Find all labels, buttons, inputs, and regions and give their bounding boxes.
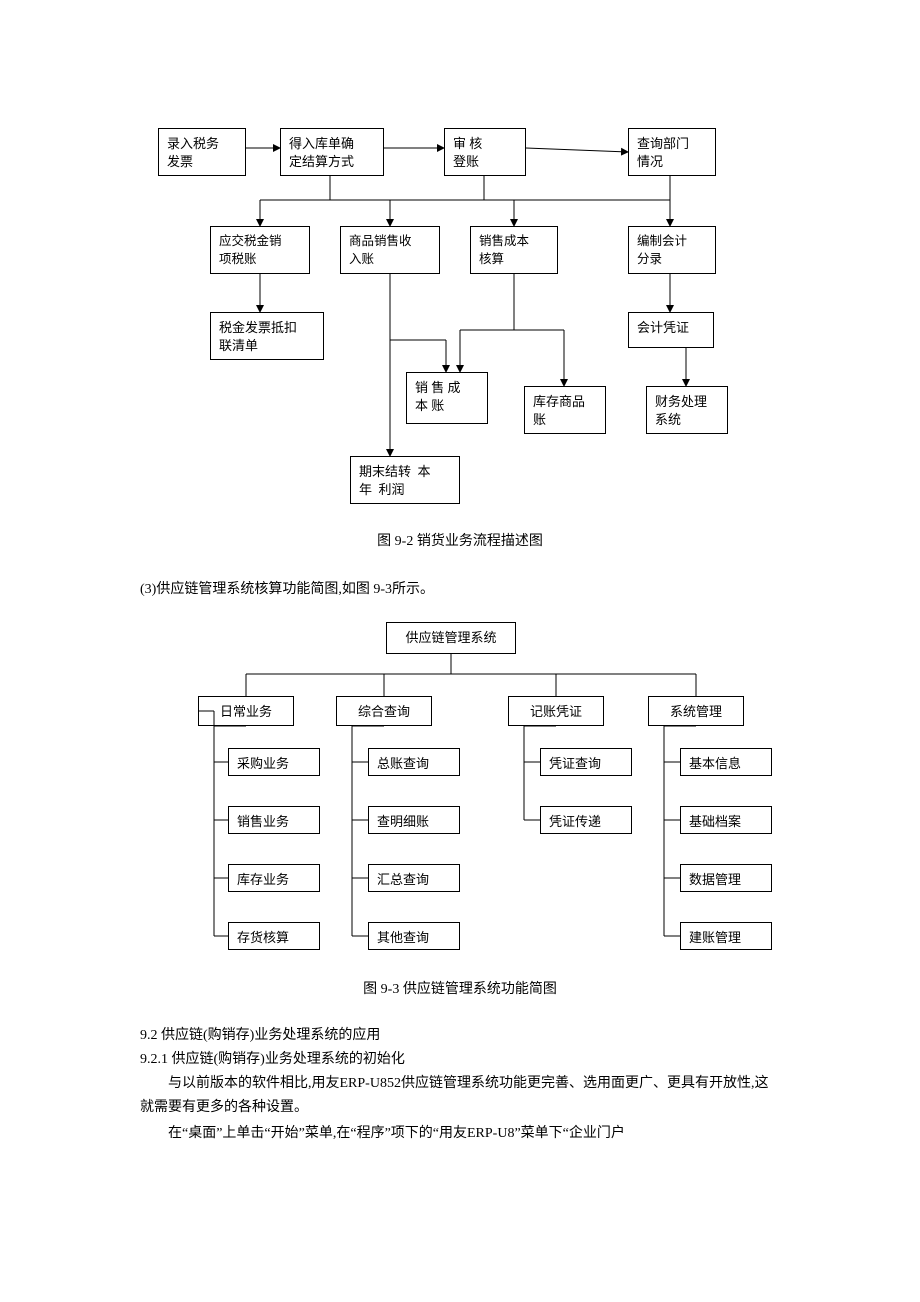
node-r2-b: 商品销售收 入账 — [340, 226, 440, 274]
b0-i1: 销售业务 — [228, 806, 320, 834]
b0-i0: 采购业务 — [228, 748, 320, 776]
node-r3-a: 税金发票抵扣 联清单 — [210, 312, 324, 360]
para-1: 与以前版本的软件相比,用友ERP-U852供应链管理系统功能更完善、选用面更广、… — [140, 1072, 780, 1120]
b1-i0: 总账查询 — [368, 748, 460, 776]
b1-i1: 查明细账 — [368, 806, 460, 834]
node-r5-b3: 期末结转 本 年 利润 — [350, 456, 460, 504]
b0-i2: 库存业务 — [228, 864, 320, 892]
branch-3: 系统管理 — [648, 696, 744, 726]
heading-9-2: 9.2 供应链(购销存)业务处理系统的应用 — [140, 1024, 380, 1048]
node-r2-c: 销售成本 核算 — [470, 226, 558, 274]
intertext: (3)供应链管理系统核算功能简图,如图 9-3所示。 — [140, 578, 434, 598]
node-r2-d: 编制会计 分录 — [628, 226, 716, 274]
node-r2-a: 应交税金销 项税账 — [210, 226, 310, 274]
b0-i3: 存货核算 — [228, 922, 320, 950]
node-r1-d: 查询部门 情况 — [628, 128, 716, 176]
node-r4-b2: 销 售 成 本 账 — [406, 372, 488, 424]
b3-i1: 基础档案 — [680, 806, 772, 834]
tree-root: 供应链管理系统 — [386, 622, 516, 654]
b1-i2: 汇总查询 — [368, 864, 460, 892]
node-r3-d: 会计凭证 — [628, 312, 714, 348]
branch-2: 记账凭证 — [508, 696, 604, 726]
page: 录入税务 发票 得入库单确 定结算方式 审 核 登账 查询部门 情况 应交税金销… — [0, 0, 920, 1302]
branch-1: 综合查询 — [336, 696, 432, 726]
node-r4-d2: 财务处理 系统 — [646, 386, 728, 434]
b3-i2: 数据管理 — [680, 864, 772, 892]
fig1-lines — [0, 0, 920, 540]
fig1-caption: 图 9-2 销货业务流程描述图 — [0, 530, 920, 550]
b2-i0: 凭证查询 — [540, 748, 632, 776]
b3-i3: 建账管理 — [680, 922, 772, 950]
b2-i1: 凭证传递 — [540, 806, 632, 834]
fig2-caption: 图 9-3 供应链管理系统功能简图 — [0, 978, 920, 998]
b3-i0: 基本信息 — [680, 748, 772, 776]
node-r1-c: 审 核 登账 — [444, 128, 526, 176]
branch-0: 日常业务 — [198, 696, 294, 726]
b1-i3: 其他查询 — [368, 922, 460, 950]
node-r1-b: 得入库单确 定结算方式 — [280, 128, 384, 176]
para-2: 在“桌面”上单击“开始”菜单,在“程序”项下的“用友ERP-U8”菜单下“企业门… — [140, 1122, 780, 1146]
node-r1-a: 录入税务 发票 — [158, 128, 246, 176]
heading-9-2-1: 9.2.1 供应链(购销存)业务处理系统的初始化 — [140, 1048, 405, 1072]
node-r4-c2: 库存商品 账 — [524, 386, 606, 434]
